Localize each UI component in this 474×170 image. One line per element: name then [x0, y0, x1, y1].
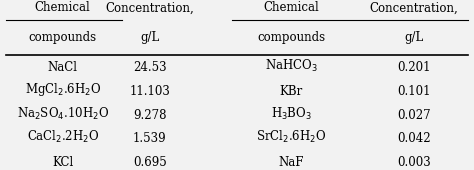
Text: 0.101: 0.101: [397, 85, 430, 98]
Text: 0.201: 0.201: [397, 62, 430, 74]
Text: Chemical: Chemical: [35, 1, 91, 14]
Text: NaF: NaF: [278, 156, 304, 168]
Text: Concentration,: Concentration,: [105, 1, 194, 14]
Text: NaHCO$_3$: NaHCO$_3$: [265, 58, 318, 74]
Text: 11.103: 11.103: [129, 85, 170, 98]
Text: H$_3$BO$_3$: H$_3$BO$_3$: [271, 105, 311, 122]
Text: compounds: compounds: [28, 31, 97, 44]
Text: KCl: KCl: [52, 156, 73, 168]
Text: 0.042: 0.042: [397, 132, 430, 145]
Text: CaCl$_2$.2H$_2$O: CaCl$_2$.2H$_2$O: [27, 129, 99, 145]
Text: 9.278: 9.278: [133, 108, 166, 122]
Text: g/L: g/L: [404, 31, 423, 44]
Text: Na$_2$SO$_4$.10H$_2$O: Na$_2$SO$_4$.10H$_2$O: [17, 105, 109, 122]
Text: 1.539: 1.539: [133, 132, 167, 145]
Text: Concentration,: Concentration,: [369, 1, 458, 14]
Text: SrCl$_2$.6H$_2$O: SrCl$_2$.6H$_2$O: [256, 129, 326, 145]
Text: 0.027: 0.027: [397, 108, 430, 122]
Text: g/L: g/L: [140, 31, 159, 44]
Text: compounds: compounds: [257, 31, 325, 44]
Text: MgCl$_2$.6H$_2$O: MgCl$_2$.6H$_2$O: [25, 81, 101, 98]
Text: 24.53: 24.53: [133, 62, 167, 74]
Text: 0.003: 0.003: [397, 156, 430, 168]
Text: 0.695: 0.695: [133, 156, 167, 168]
Text: KBr: KBr: [280, 85, 303, 98]
Text: NaCl: NaCl: [48, 62, 78, 74]
Text: Chemical: Chemical: [264, 1, 319, 14]
